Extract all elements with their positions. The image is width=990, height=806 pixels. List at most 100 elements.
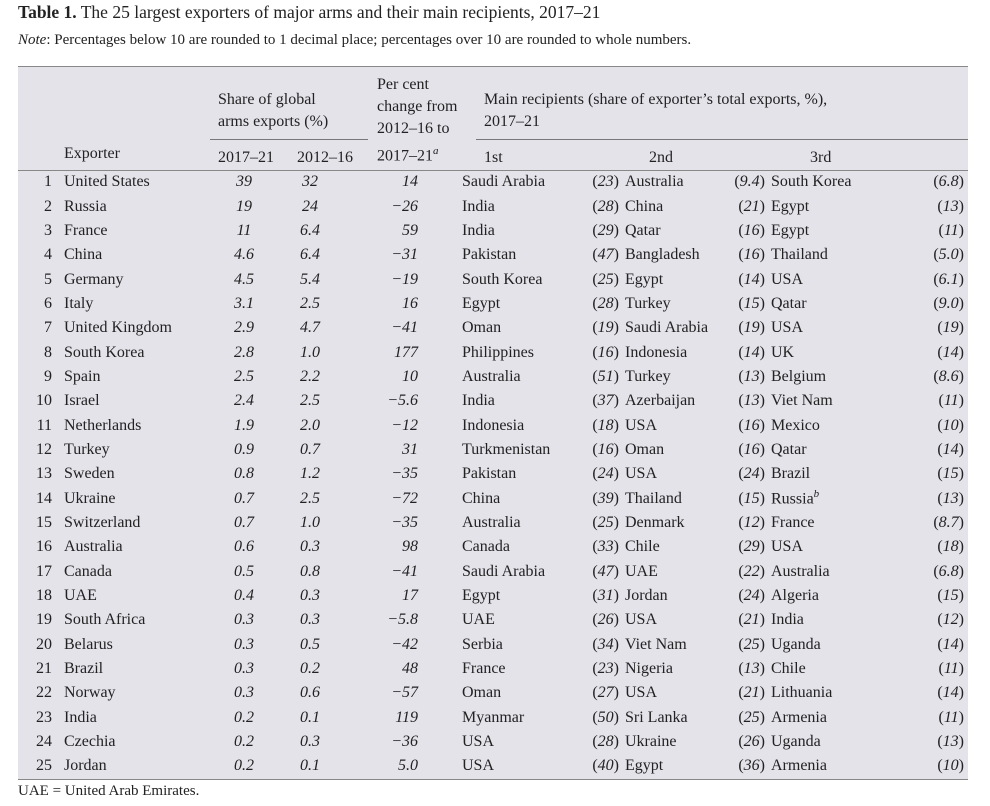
share-2017-21-value: 39 [236,173,252,191]
percent-change: 31 [346,438,458,462]
percent-change: 5.0 [346,754,458,778]
recipient-2-share-value: 16 [743,221,760,239]
share-2017-21: 0.2 [214,706,274,730]
recipient-3-share: (15) [937,465,964,483]
recipient-3: Egypt [771,194,871,218]
share-2012-16-value: 0.1 [300,708,320,726]
rank-value: 8 [44,343,52,361]
exporter: Switzerland [64,511,214,535]
exporter: Netherlands [64,413,214,437]
table-row: 10 Israel 2.4 2.5 −5.6 India (37) Azerbaijan (13… [18,389,968,413]
table-row: 13 Sweden 0.8 1.2 −35 Pakistan (24) USA (24) Braz… [18,462,968,486]
recipient-2-share-value: 19 [743,319,760,337]
share-2012-16: 6.4 [274,243,346,267]
recipient-2-share: (29) [738,538,765,556]
percent-change-value: 119 [395,708,418,726]
recipient-1-share: (39) [592,489,619,507]
recipient-3-share-value: 13 [942,197,959,215]
recipient-1-share-value: 28 [597,733,614,751]
rank-value: 4 [44,246,52,264]
rank-value: 17 [36,562,52,580]
share-2017-21-value: 0.8 [234,465,254,483]
percent-change-value: −57 [391,684,418,702]
recipient-2-share: (21) [738,611,765,629]
recipient-3-share: (13) [937,489,964,507]
share-2017-21: 4.5 [214,267,274,291]
percent-change-value: −19 [391,270,418,288]
recipient-1-share-value: 23 [597,660,614,678]
share-2017-21-value: 0.3 [234,611,254,629]
exporter-value: Italy [64,294,94,312]
recipient-2-share-value: 16 [743,246,760,264]
recipient-3-share-value: 13 [942,489,959,507]
share-2012-16-value: 0.3 [300,587,320,605]
share-2017-21: 0.9 [214,438,274,462]
recipient-3: Uganda [771,730,871,754]
share-2012-16-value: 0.3 [300,733,320,751]
percent-change-value: −72 [391,489,418,507]
exporter: Norway [64,681,214,705]
share-2012-16: 2.5 [274,486,346,510]
share-2012-16-value: 0.7 [300,440,320,458]
recipient-3-share: (11) [938,392,964,410]
share-2017-21-value: 2.9 [234,319,254,337]
share-2017-21: 0.7 [214,486,274,510]
table-row: 8 South Korea 2.8 1.0 177 Philippines (16) Indo… [18,340,968,364]
percent-change: −12 [346,413,458,437]
recipient-2-share-value: 15 [743,294,760,312]
recipient-2-share-value: 13 [743,367,760,385]
exporter: Spain [64,365,214,389]
share-2012-16: 0.3 [274,730,346,754]
recipient-3-value: USA [771,270,804,288]
data-table: 1 United States 39 32 14 Saudi Arabia (23) Aust… [18,170,968,779]
recipient-3-share-value: 10 [942,416,959,434]
recipient-2-value: USA [625,416,658,434]
recipient-2-share-value: 29 [743,538,760,556]
table-row: 17 Canada 0.5 0.8 −41 Saudi Arabia (47) UAE (22)… [18,560,968,584]
year-2012-16-header: 2012–16 [297,149,353,166]
recipient-1-share-value: 18 [597,416,614,434]
recipient-3-share: (18) [937,538,964,556]
recipient-2-share: (16) [738,221,765,239]
rank: 23 [18,706,64,730]
share-2017-21: 0.3 [214,633,274,657]
table-row: 3 France 11 6.4 59 India (29) Qatar (16) Egypt (11… [18,219,968,243]
recipient-1: UAE [458,608,579,632]
recipient-1-share: (26) [592,611,619,629]
share-2012-16-value: 24 [302,197,318,215]
rank-value: 18 [36,587,52,605]
recipients-line1: Main recipients (share of exporter’s tot… [484,91,828,108]
rank-value: 16 [36,538,52,556]
recipient-2-value: Ukraine [625,733,677,751]
recipient-3-value: Australia [771,562,830,580]
percent-change: −36 [346,730,458,754]
recipient-3: India [771,608,871,632]
share-2017-21: 0.6 [214,535,274,559]
recipient-3: UK [771,340,871,364]
recipient-1: USA [458,730,579,754]
recipients-line2: 2017–21 [484,113,540,130]
recipient-2-share-value: 26 [743,733,760,751]
recipient-2-value: Egypt [625,757,664,775]
percent-change: −72 [346,486,458,510]
percent-change-value: −41 [391,319,418,337]
exporter-value: Israel [64,392,100,410]
recipient-2: Sri Lanka [625,706,725,730]
table-note: Note: Percentages below 10 are rounded t… [18,32,691,49]
recipient-1: Canada [458,535,579,559]
percent-change: −42 [346,633,458,657]
recipient-3-value: Qatar [771,294,807,312]
percent-change-value: −26 [391,197,418,215]
recipient-1-share-value: 47 [597,562,614,580]
recipient-3: Qatar [771,438,871,462]
recipient-1-share: (24) [592,465,619,483]
recipient-2-share-value: 13 [743,660,760,678]
recipient-1-share-value: 23 [597,173,614,191]
recipient-1-share-value: 16 [597,343,614,361]
exporter: Russia [64,194,214,218]
recipient-2-share-value: 21 [743,684,760,702]
recipient-3-share-value: 14 [942,684,959,702]
recipient-2-value: Indonesia [625,343,688,361]
recipient-1-share-value: 40 [597,757,614,775]
recipient-1-value: Philippines [462,343,535,361]
